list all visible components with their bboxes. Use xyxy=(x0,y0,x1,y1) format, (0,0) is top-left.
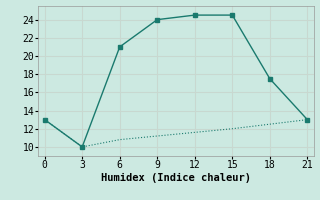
X-axis label: Humidex (Indice chaleur): Humidex (Indice chaleur) xyxy=(101,173,251,183)
